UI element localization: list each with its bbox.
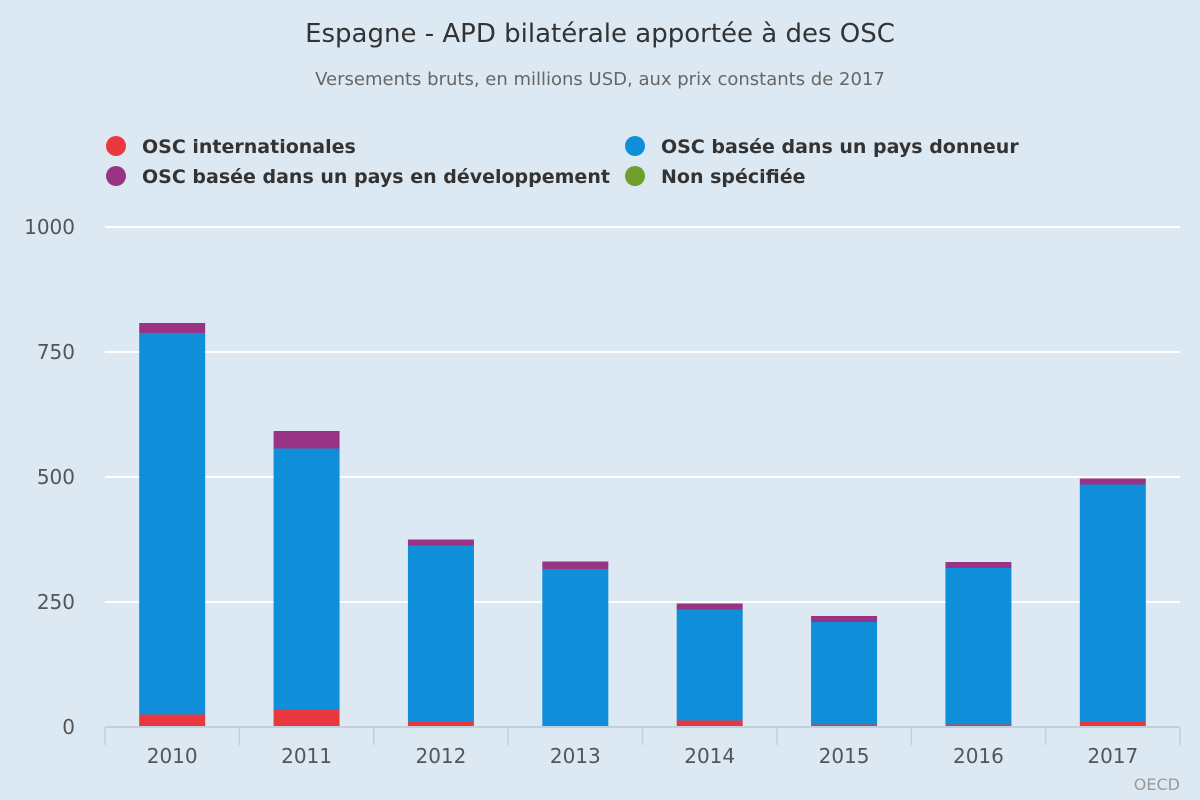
y-tick-label: 250	[37, 590, 75, 614]
legend-swatch	[625, 166, 645, 186]
bar-segment[interactable]	[945, 568, 1012, 725]
credit-label[interactable]: OECD	[1134, 775, 1180, 794]
bar-segment[interactable]	[273, 431, 340, 449]
x-tick-label: 2012	[415, 744, 466, 768]
legend-swatch	[106, 136, 126, 156]
x-tick-label: 2011	[281, 744, 332, 768]
legend: OSC internationales OSC basée dans un pay…	[106, 136, 1019, 188]
legend-item[interactable]: OSC basée dans un pays en développement	[106, 166, 610, 188]
legend-label: OSC basée dans un pays en développement	[142, 166, 610, 188]
bar-segment[interactable]	[811, 724, 878, 728]
bar-segment[interactable]	[676, 609, 743, 721]
y-tick-label: 0	[62, 715, 75, 739]
x-axis: 2010 2011 2012 2013 2014 2015 2016 2017	[104, 726, 1181, 768]
bar-segment[interactable]	[676, 603, 743, 610]
legend-label: OSC internationales	[142, 136, 356, 158]
legend-item[interactable]: OSC basée dans un pays donneur	[625, 136, 1019, 158]
bar-segment[interactable]	[139, 714, 206, 728]
x-tick-label: 2015	[819, 744, 870, 768]
x-tick-label: 2014	[684, 744, 735, 768]
y-axis: 0 250 500 750 1000	[24, 215, 75, 739]
bar-segment[interactable]	[1079, 478, 1146, 485]
bar-segment[interactable]	[811, 616, 878, 622]
legend-label: OSC basée dans un pays donneur	[661, 136, 1019, 158]
gridlines	[105, 226, 1180, 603]
legend-label: Non spécifiée	[661, 166, 806, 188]
legend-item[interactable]: Non spécifiée	[625, 166, 806, 188]
y-tick-label: 750	[37, 340, 75, 364]
chart-title: Espagne - APD bilatérale apportée à des …	[305, 19, 895, 49]
bar-segment[interactable]	[542, 569, 609, 726]
bar-segment[interactable]	[676, 720, 743, 728]
x-tick-label: 2013	[550, 744, 601, 768]
bar-segment[interactable]	[1079, 722, 1146, 727]
x-tick-label: 2016	[953, 744, 1004, 768]
bars	[139, 323, 1146, 727]
bar-segment[interactable]	[811, 622, 878, 725]
x-tick-label: 2017	[1087, 744, 1138, 768]
bar-segment[interactable]	[407, 539, 474, 546]
bar-segment[interactable]	[542, 561, 609, 570]
x-tick-label: 2010	[147, 744, 198, 768]
legend-swatch	[106, 166, 126, 186]
y-tick-label: 1000	[24, 215, 75, 239]
bar-segment[interactable]	[1079, 484, 1146, 723]
bar-segment[interactable]	[273, 448, 340, 710]
bar-segment[interactable]	[407, 545, 474, 723]
bar-segment[interactable]	[139, 333, 206, 715]
bar-segment[interactable]	[273, 709, 340, 728]
bar-segment[interactable]	[139, 323, 206, 333]
bar-segment[interactable]	[407, 722, 474, 727]
chart-subtitle: Versements bruts, en millions USD, aux p…	[315, 69, 885, 90]
bar-segment[interactable]	[945, 724, 1012, 728]
legend-swatch	[625, 136, 645, 156]
bar-segment[interactable]	[945, 562, 1012, 568]
legend-item[interactable]: OSC internationales	[106, 136, 356, 158]
y-tick-label: 500	[37, 465, 75, 489]
